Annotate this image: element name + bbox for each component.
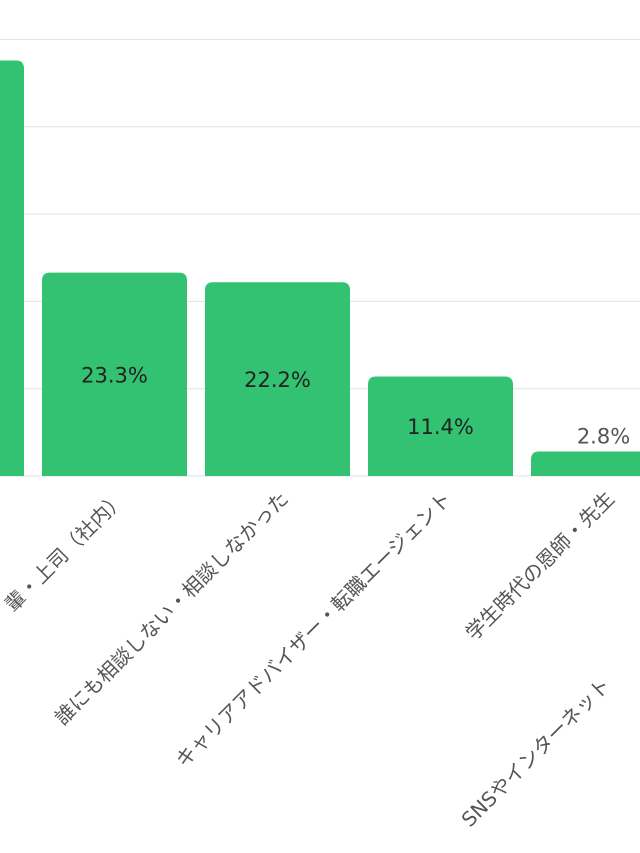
category-label: SNSやインターネット [457,673,616,832]
data-label: 11.4% [407,415,474,439]
category-label: 学生時代の恩師・先生 [461,487,619,645]
data-label: 23.3% [81,363,148,387]
category-label: 輩・上司（社内） [0,487,130,617]
category-label: キャリアアドバイザー・転職エージェント [171,487,456,772]
bar [0,60,24,476]
bar [42,272,187,476]
bar [205,282,350,476]
bar [531,451,640,476]
bar [368,376,513,476]
data-label: 22.2% [244,368,311,392]
data-label: 2.8% [577,425,630,449]
